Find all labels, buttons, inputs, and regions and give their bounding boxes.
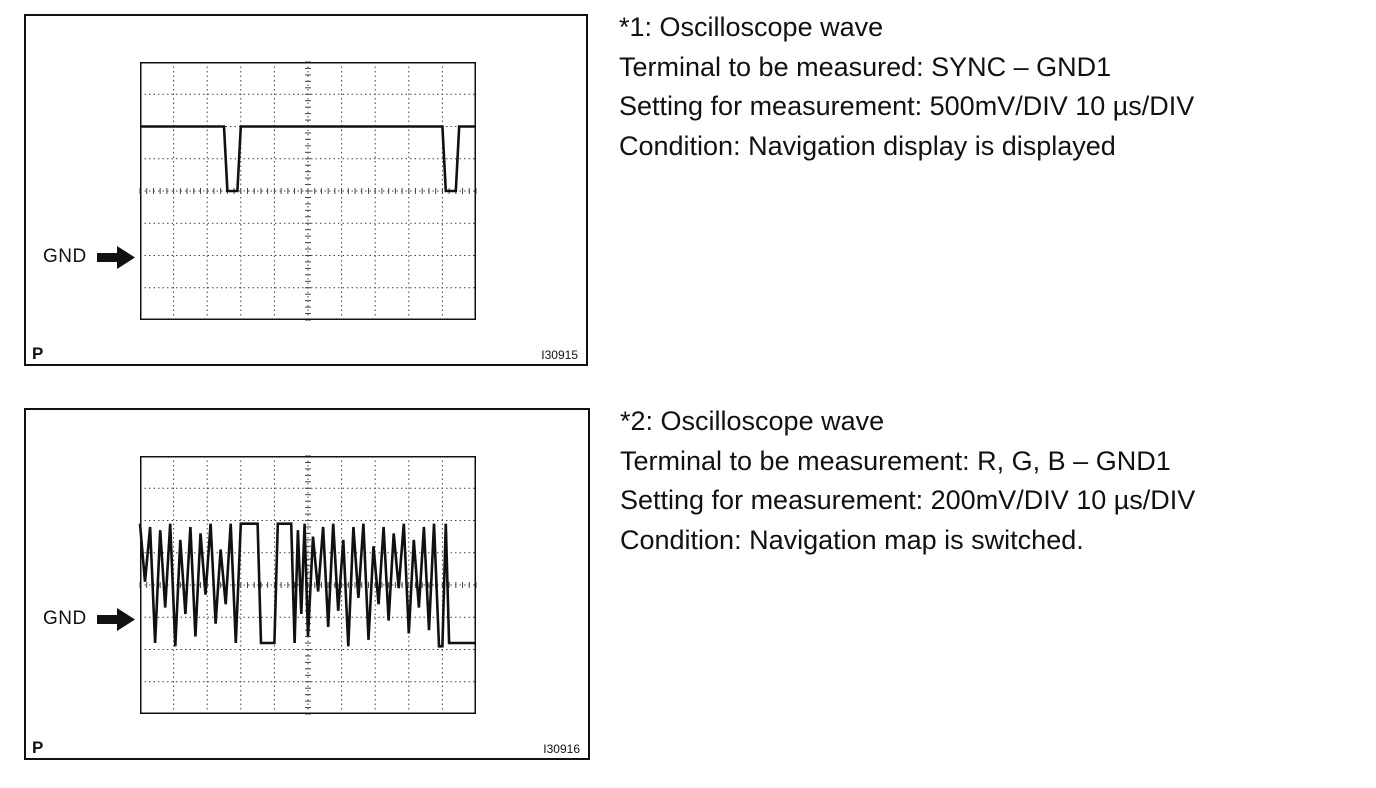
figure-1-setting: Setting for measurement: 500mV/DIV 10 µs… [619, 91, 1195, 121]
panel-letter-2: P [32, 738, 44, 757]
gnd-arrow-icon-2 [97, 608, 135, 631]
figure-1-panel: GND P I30915 [24, 14, 588, 366]
gnd-label-2: GND [43, 608, 87, 629]
figure-2-condition: Condition: Navigation map is switched. [620, 524, 1084, 555]
figure-code-1: I30915 [541, 348, 578, 362]
gnd-label-1: GND [43, 246, 87, 267]
figure-2-description: *2: Oscilloscope wave Terminal to be mea… [620, 402, 1195, 560]
scope-border [140, 456, 476, 714]
figure-1-heading: *1: Oscilloscope wave [619, 12, 884, 42]
figure-1-description: *1: Oscilloscope wave Terminal to be mea… [619, 8, 1194, 166]
waveform-trace-1 [140, 125, 476, 193]
waveform-trace-2 [138, 522, 476, 648]
figure-2-terminal: Terminal to be measurement: R, G, B – GN… [620, 445, 1171, 476]
figure-code-2: I30916 [543, 742, 580, 756]
figure-2-panel: GND P I30916 [24, 408, 590, 760]
oscilloscope-grid-1 [139, 61, 477, 321]
figure-2-heading: *2: Oscilloscope wave [620, 406, 885, 436]
gnd-arrow-icon-1 [97, 246, 135, 269]
scope-border [140, 62, 476, 320]
figure-2-setting: Setting for measurement: 200mV/DIV 10 µs… [620, 485, 1196, 515]
oscilloscope-grid-2 [138, 455, 477, 715]
figure-1-condition: Condition: Navigation display is display… [619, 130, 1116, 161]
figure-1-terminal: Terminal to be measured: SYNC – GND1 [619, 51, 1112, 82]
panel-letter-1: P [32, 344, 44, 363]
